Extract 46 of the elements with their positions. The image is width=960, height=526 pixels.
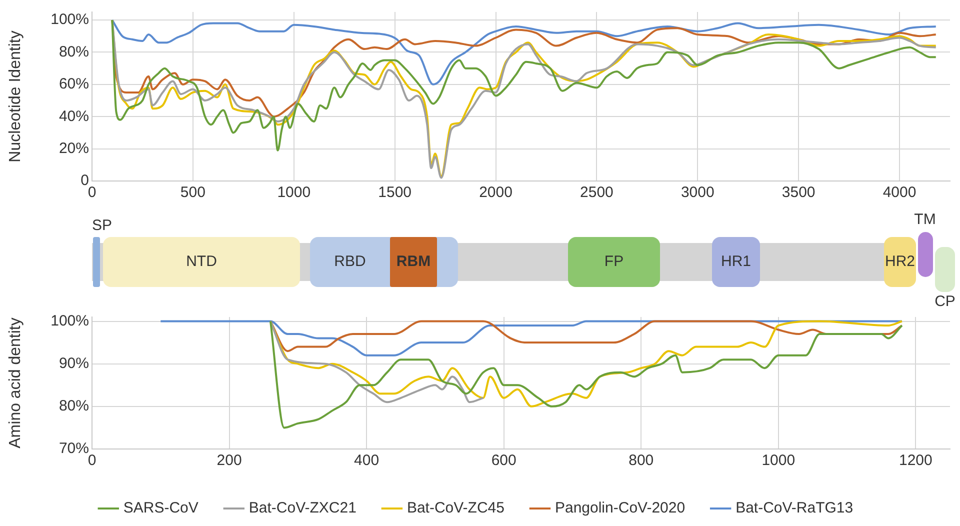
x-tick-label: 1000	[762, 452, 796, 470]
x-tick-label: 800	[628, 452, 654, 470]
line-series	[269, 320, 484, 404]
text: HR2	[884, 253, 916, 271]
text: NTD	[185, 253, 218, 271]
legend-label: SARS-CoV	[123, 500, 198, 517]
y-tick-label: 0	[80, 172, 89, 190]
y-tick-label: 80%	[58, 398, 89, 415]
legend-label: Bat-CoV-ZXC21	[248, 500, 356, 517]
text: FP	[603, 253, 625, 271]
x-tick-label: 4000	[882, 184, 916, 202]
line-series	[111, 19, 937, 86]
text: RBD	[333, 253, 367, 271]
legend-label: Bat-CoV-RaTG13	[736, 500, 854, 517]
x-tick-label: 1000	[277, 184, 311, 202]
line-series	[111, 19, 937, 152]
line-series	[269, 320, 903, 429]
text: RBM	[395, 253, 432, 271]
y-axis-title: Nucleotide Identity	[7, 30, 24, 162]
text: CP	[934, 293, 956, 311]
x-tick-label: 2000	[479, 184, 512, 202]
x-tick-label: 500	[180, 184, 206, 202]
y-tick-label: 100%	[50, 11, 89, 28]
y-tick-label: 100%	[50, 312, 89, 330]
y-axis-title: Amino acid dentity	[7, 318, 24, 448]
y-tick-label: 20%	[58, 140, 89, 157]
x-tick-label: 400	[354, 452, 380, 470]
x-tick-label: 1500	[378, 184, 412, 202]
text: TM	[913, 211, 937, 229]
x-tick-label: 200	[216, 452, 242, 470]
x-tick-label: 3000	[680, 184, 714, 202]
text: SP	[92, 217, 112, 235]
y-tick-label: 70%	[58, 440, 89, 458]
line-series	[269, 320, 903, 408]
y-tick-label: 90%	[58, 354, 89, 372]
x-tick-label: 600	[491, 452, 516, 470]
x-tick-label: 3500	[782, 184, 816, 202]
y-tick-label: 60%	[58, 76, 89, 93]
line-series	[269, 320, 903, 352]
y-tick-label: 40%	[58, 108, 89, 125]
legend-label: Bat-CoV-ZC45	[406, 500, 504, 517]
legend-label: Pangolin-CoV-2020	[554, 500, 686, 517]
text: HR1	[720, 253, 752, 271]
x-tick-label: 1200	[898, 452, 932, 470]
x-tick-label: 2500	[580, 184, 614, 202]
y-tick-label: 80%	[58, 43, 89, 60]
